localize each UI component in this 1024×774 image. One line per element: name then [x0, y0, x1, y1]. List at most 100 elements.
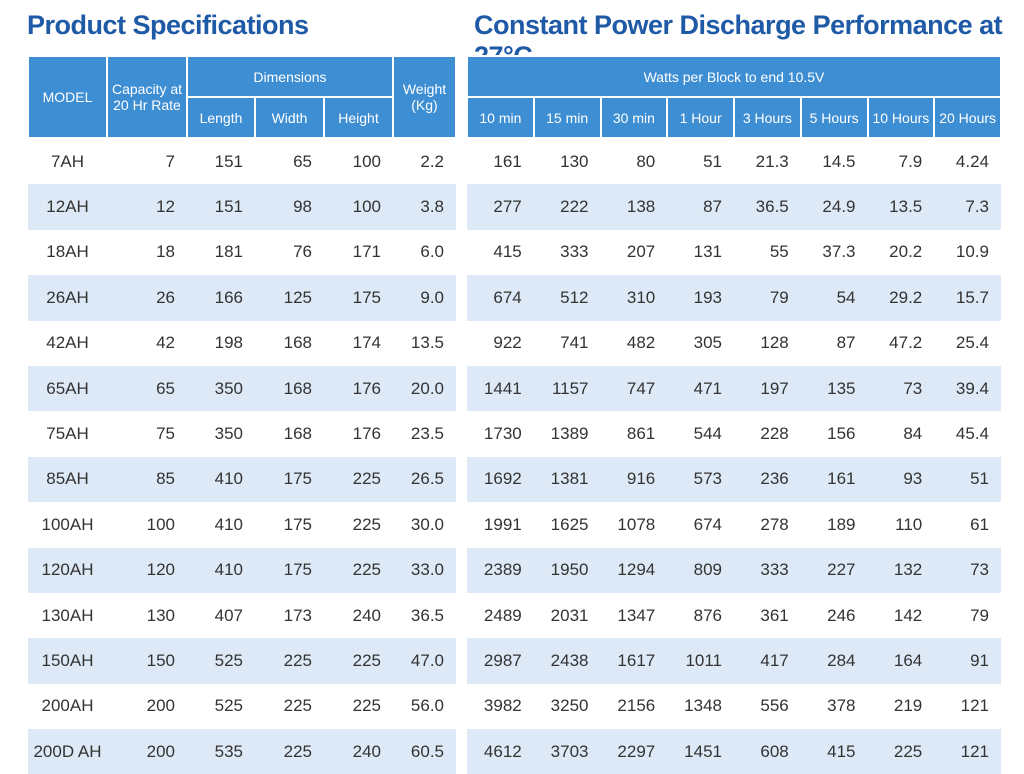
table-cell: 1389 — [550, 424, 589, 444]
table-cell: 225 — [283, 696, 312, 716]
table-row: 922 741 482 305 128 87 47.2 25.4 — [467, 321, 1001, 366]
table-cell: 98 — [255, 184, 324, 230]
table-cell: 207 — [626, 242, 656, 262]
table-cell: 175 — [255, 456, 324, 503]
table-cell: 130 — [146, 605, 175, 625]
table-cell: 7AH — [50, 151, 85, 171]
table-cell: 1617 — [600, 638, 668, 684]
table-cell: 175 — [324, 275, 393, 321]
table-cell: 75 — [156, 424, 175, 444]
table-cell: 18AH — [46, 242, 89, 262]
table-cell: 361 — [760, 605, 789, 625]
table-cell: 168 — [283, 424, 312, 444]
table-cell: 310 — [600, 275, 668, 321]
table-cell: 1347 — [617, 605, 656, 625]
table-cell: 151 — [187, 184, 255, 230]
table-cell: 120 — [107, 547, 187, 593]
table-cell: 350 — [214, 424, 243, 444]
table-cell: 121 — [934, 729, 1001, 774]
table-cell: 219 — [893, 696, 923, 716]
table-row: 1441 1157 747 471 197 135 73 39.4 — [467, 365, 1001, 412]
table-cell: 175 — [283, 514, 312, 534]
table-cell: 225 — [255, 729, 324, 774]
table-row: 277 222 138 87 36.5 24.9 13.5 7.3 — [467, 184, 1001, 230]
table-cell: 6.0 — [420, 242, 444, 262]
table-row: 200AH 200 525 225 225 56.0 — [28, 684, 456, 729]
table-cell: 417 — [734, 638, 801, 684]
table-cell: 1011 — [667, 638, 734, 684]
table-cell: 227 — [800, 547, 868, 593]
table-cell: 164 — [867, 638, 935, 684]
table-cell: 222 — [533, 184, 601, 230]
table-cell: 3250 — [550, 696, 589, 716]
header-cell: 20 Hours — [933, 96, 1002, 139]
table-cell: 333 — [734, 547, 801, 593]
table-cell: 51 — [934, 456, 1001, 503]
table-cell: 1451 — [667, 729, 734, 774]
table-cell: 228 — [760, 424, 789, 444]
table-cell: 876 — [693, 605, 722, 625]
table-cell: 278 — [760, 514, 789, 534]
table-cell: 56.0 — [410, 696, 444, 716]
table-cell: 61 — [970, 514, 989, 534]
table-cell: 2156 — [617, 696, 656, 716]
table-cell: 87 — [836, 333, 856, 353]
table-cell: 1157 — [533, 365, 601, 412]
table-row: 2987 2438 1617 1011 417 284 164 91 — [467, 638, 1001, 684]
table-cell: 100 — [324, 184, 393, 230]
table-cell: 410 — [214, 514, 243, 534]
table-cell: 100 — [352, 151, 381, 171]
table-row: 26AH 26 166 125 175 9.0 — [28, 275, 456, 321]
table-cell: 200AH — [41, 696, 94, 716]
table-cell: 4612 — [467, 729, 534, 774]
table-row: 65AH 65 350 168 176 20.0 — [28, 365, 456, 412]
table-cell: 21.3 — [755, 151, 789, 171]
table-cell: 55 — [769, 242, 789, 262]
table-row: 200D AH 200 535 225 240 60.5 — [28, 729, 456, 774]
table-cell: 544 — [693, 424, 722, 444]
table-cell: 23.5 — [410, 424, 444, 444]
table-cell: 65 — [293, 151, 312, 171]
table-cell: 922 — [493, 333, 522, 353]
table-cell: 3982 — [483, 696, 522, 716]
table-cell: 12 — [107, 184, 187, 230]
table-cell: 100 — [146, 514, 175, 534]
table-cell: 200 — [146, 696, 175, 716]
table-cell: 2389 — [467, 547, 534, 593]
table-row: 4612 3703 2297 1451 608 415 225 121 — [467, 729, 1001, 774]
table-cell: 1078 — [617, 514, 656, 534]
table-cell: 415 — [493, 242, 522, 262]
table-cell: 225 — [867, 729, 935, 774]
table-cell: 246 — [827, 605, 856, 625]
table-cell: 85 — [107, 456, 187, 503]
table-cell: 33.0 — [393, 547, 456, 593]
table-cell: 80 — [636, 151, 656, 171]
table-cell: 171 — [352, 242, 381, 262]
table-cell: 1991 — [483, 514, 522, 534]
table-cell: 197 — [734, 365, 801, 412]
table-cell: 225 — [324, 547, 393, 593]
table-cell: 1950 — [533, 547, 601, 593]
table-row: 12AH 12 151 98 100 3.8 — [28, 184, 456, 230]
table-cell: 37.3 — [822, 242, 856, 262]
table-cell: 151 — [214, 151, 243, 171]
table-cell: 525 — [187, 638, 255, 684]
table-cell: 200 — [107, 729, 187, 774]
table-cell: 13.5 — [410, 333, 444, 353]
table-row: 85AH 85 410 175 225 26.5 — [28, 456, 456, 503]
table-cell: 130 — [560, 151, 589, 171]
table-cell: 198 — [214, 333, 243, 353]
table-cell: 168 — [255, 365, 324, 412]
table-cell: 161 — [493, 151, 522, 171]
table-cell: 174 — [352, 333, 381, 353]
table-cell: 225 — [255, 638, 324, 684]
table-cell: 410 — [187, 547, 255, 593]
table-cell: 75AH — [46, 424, 89, 444]
table-cell: 225 — [352, 696, 381, 716]
table-row: 100AH 100 410 175 225 30.0 — [28, 502, 456, 547]
table-cell: 608 — [734, 729, 801, 774]
table-cell: 150 — [107, 638, 187, 684]
table-cell: 51 — [703, 151, 722, 171]
table-cell: 3703 — [533, 729, 601, 774]
